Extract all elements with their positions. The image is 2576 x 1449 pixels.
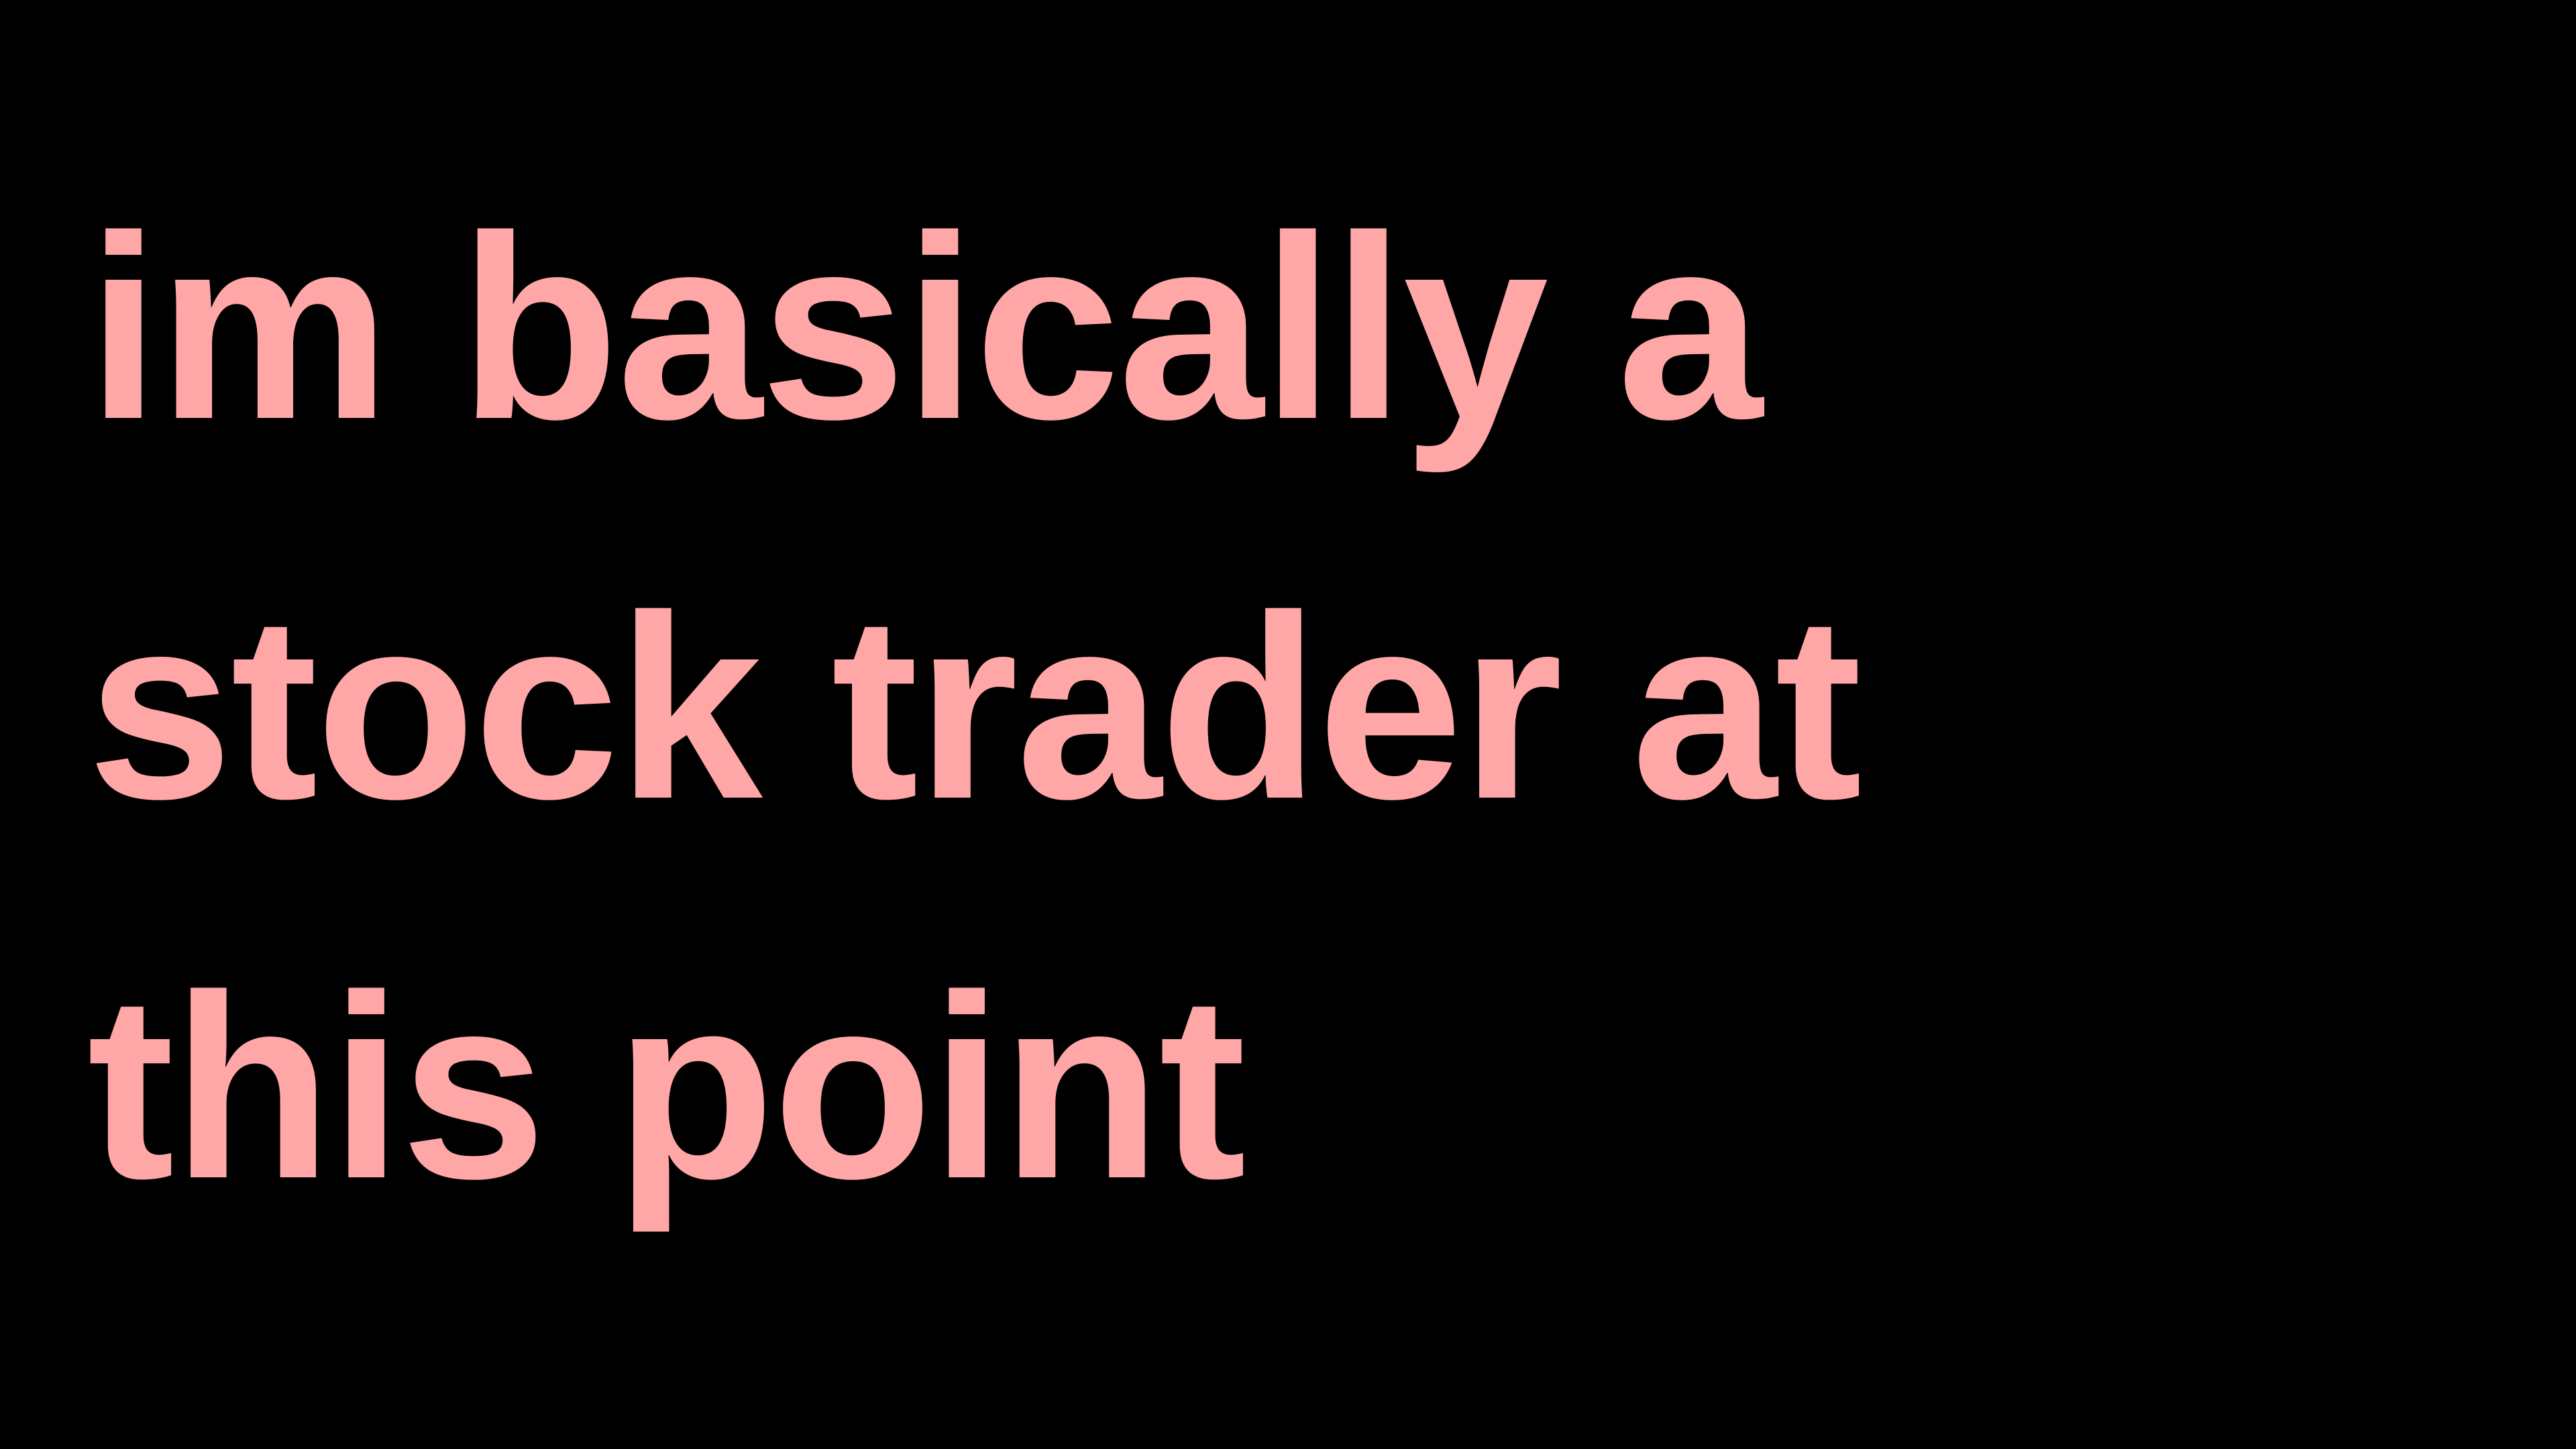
caption-text: im basically a stock trader at this poin… (87, 138, 2475, 1277)
caption-line-2: stock trader at (87, 561, 1862, 853)
caption-line-1: im basically a (87, 181, 1763, 474)
caption-line-3: this point (87, 941, 1246, 1233)
